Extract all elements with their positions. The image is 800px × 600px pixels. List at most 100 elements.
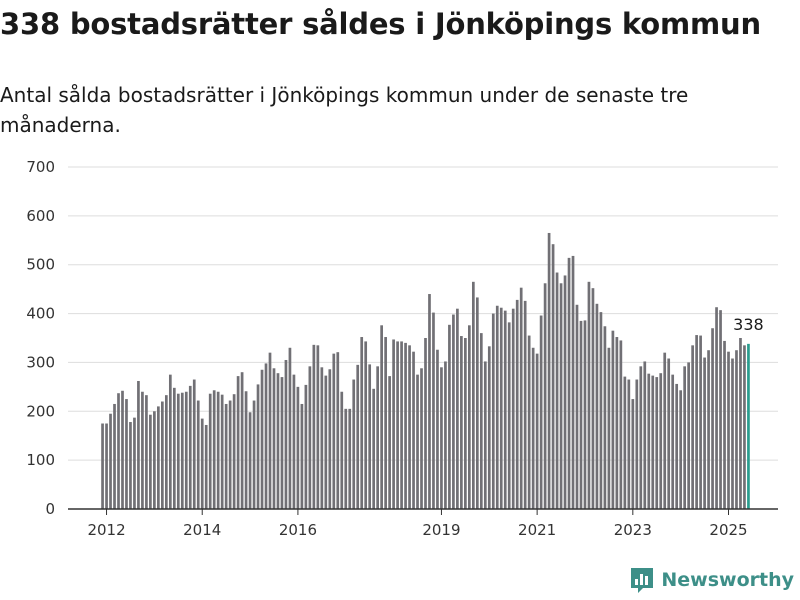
bar — [364, 341, 368, 509]
brand-name: Newsworthy — [661, 569, 794, 591]
bar — [316, 345, 320, 509]
x-tick-label: 2019 — [422, 521, 460, 539]
bar — [679, 390, 683, 509]
bar — [368, 364, 372, 509]
bar — [707, 350, 710, 509]
bar — [228, 400, 232, 509]
bar — [432, 312, 435, 509]
bar — [129, 422, 132, 509]
bar — [743, 345, 746, 509]
bar — [655, 377, 659, 509]
bar — [161, 401, 164, 509]
bar — [499, 307, 503, 509]
bar — [599, 312, 603, 509]
bar — [268, 352, 272, 509]
bar — [292, 374, 296, 509]
bar — [256, 384, 260, 509]
bar — [547, 232, 551, 509]
bar — [360, 337, 364, 509]
bar — [699, 335, 702, 509]
bar — [196, 400, 200, 509]
y-axis-labels: 0 100 200 300 400 500 600 700 — [26, 158, 55, 518]
bar — [667, 358, 671, 509]
chart-subtitle: Antal sålda bostadsrätter i Jönköpings k… — [0, 83, 689, 137]
bar — [157, 406, 160, 509]
bar — [440, 367, 443, 509]
bar — [579, 320, 583, 509]
bar — [348, 408, 352, 509]
bar — [400, 341, 403, 509]
y-tick-label: 600 — [26, 207, 55, 225]
chart-title: 338 bostadsrätter såldes i Jönköpings ko… — [0, 7, 761, 41]
bar — [671, 374, 675, 509]
bar — [587, 281, 591, 509]
y-tick-label: 100 — [26, 451, 55, 469]
y-tick-label: 200 — [26, 402, 55, 420]
bar — [164, 395, 168, 509]
bar — [384, 337, 387, 509]
bar — [376, 366, 379, 509]
bar — [240, 372, 244, 509]
bar — [396, 341, 399, 509]
x-tick-label: 2025 — [709, 521, 747, 539]
bar — [583, 320, 587, 509]
bar — [663, 352, 667, 509]
last-value-label: 338 — [733, 315, 764, 334]
bar — [252, 400, 256, 509]
bar — [623, 376, 627, 509]
bar — [133, 417, 136, 509]
bar — [416, 374, 419, 509]
bar — [340, 391, 344, 509]
bar — [471, 281, 475, 509]
bar — [188, 385, 192, 509]
bar — [519, 287, 523, 509]
bar — [635, 379, 639, 509]
bar — [487, 346, 491, 509]
bar — [631, 399, 635, 509]
bar — [571, 255, 575, 509]
bar — [567, 257, 571, 509]
brand-logo: Newsworthy — [629, 566, 794, 594]
bar — [647, 373, 651, 509]
bar — [703, 357, 706, 509]
bar — [312, 344, 316, 509]
bar — [731, 358, 734, 509]
bar — [336, 352, 340, 509]
bar — [101, 423, 104, 509]
bar — [739, 338, 742, 509]
bar — [244, 391, 248, 509]
bar — [356, 364, 360, 509]
bar — [595, 303, 599, 509]
bar — [260, 369, 264, 509]
bar — [539, 315, 543, 509]
bars — [101, 232, 750, 509]
bar — [444, 361, 447, 509]
bar — [475, 297, 479, 509]
bar — [448, 324, 451, 509]
bar — [184, 391, 188, 509]
annotations: 338 — [733, 315, 764, 334]
bar — [272, 368, 276, 509]
bar — [137, 380, 140, 509]
bar — [627, 379, 631, 509]
bar — [735, 350, 738, 509]
bar — [591, 288, 595, 509]
bar — [460, 336, 463, 509]
bar — [639, 366, 643, 509]
bar — [180, 392, 184, 509]
bar — [380, 325, 383, 509]
bar — [200, 418, 204, 509]
bar — [483, 361, 487, 509]
bar — [324, 375, 328, 509]
bar — [113, 403, 116, 509]
bar — [515, 299, 519, 509]
bar — [687, 362, 690, 509]
bar — [280, 377, 284, 509]
bar — [719, 310, 722, 509]
bar-highlighted — [747, 343, 750, 509]
bar — [125, 399, 128, 509]
y-tick-label: 700 — [26, 158, 55, 176]
bar — [172, 387, 176, 509]
bar — [204, 424, 208, 509]
x-tick-label: 2016 — [279, 521, 317, 539]
